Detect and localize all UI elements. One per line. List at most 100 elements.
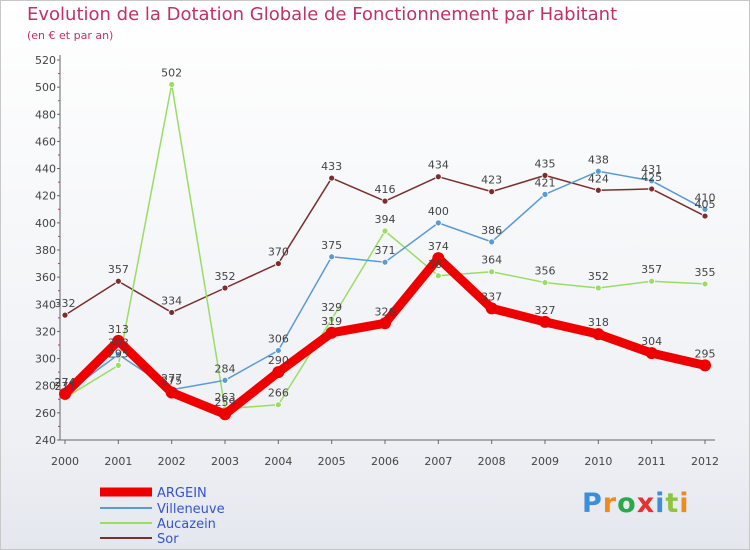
data-point [701,212,709,220]
data-label: 400 [428,205,449,218]
data-label: 334 [161,294,182,307]
data-label: 375 [321,239,342,252]
data-point [325,326,338,339]
data-label: 274 [55,376,76,389]
data-label: 318 [588,316,609,329]
data-point [541,171,549,179]
data-label: 275 [161,375,182,388]
data-labels: 332 357 334 352 370 433 416 434 423 435 424 425 405 2… [55,66,716,409]
data-label: 266 [268,387,289,400]
x-tick-label: 2001 [104,455,132,468]
data-point [59,387,71,400]
data-label: 421 [535,176,556,189]
data-point [381,258,389,266]
data-point [434,219,442,227]
data-point [645,347,658,360]
data-point [61,311,69,319]
data-point [701,280,709,288]
data-label: 327 [535,304,556,317]
data-point [114,361,122,369]
y-tick-label: 360 [35,271,56,284]
data-label: 356 [535,265,556,278]
x-tick-label: 2007 [424,455,452,468]
data-label: 502 [161,66,182,79]
data-label: 424 [588,172,609,185]
data-label: 355 [695,266,716,279]
data-label: 274 [55,376,76,389]
data-point [592,328,605,341]
data-label: 434 [428,159,449,172]
data-label: 405 [695,198,716,211]
data-point [648,185,656,193]
data-point [221,376,229,384]
data-point [114,351,122,358]
data-label: 357 [108,263,129,276]
x-tick-label: 2008 [478,455,506,468]
series-group [59,81,711,421]
data-point [594,186,602,194]
data-point [381,227,389,235]
data-point [379,317,391,330]
data-point [328,315,336,323]
data-label: 394 [375,213,396,226]
data-point [648,177,656,185]
y-tick-label: 520 [35,54,56,67]
y-tick-label: 300 [35,353,56,366]
data-label: 361 [428,258,449,271]
data-label: 357 [641,263,662,276]
data-point [328,253,336,261]
data-label: 423 [481,174,502,187]
data-label: 364 [481,254,502,267]
x-tick-label: 2004 [264,455,292,468]
data-label: 326 [375,305,396,318]
y-tick-label: 460 [35,135,56,148]
data-point [648,277,656,285]
data-label: 263 [215,391,236,404]
data-point [485,302,498,315]
data-point [432,252,445,265]
proxiti-logo: Proxiti [582,488,690,519]
axes: 240 260 280 300 320 340 360 380 400 420 440 460 480 5… [35,54,719,468]
data-label: 295 [108,347,129,360]
data-point [488,238,496,246]
logo-letter: t [665,488,680,519]
y-tick-label: 500 [35,81,56,94]
series-line-villeneuve [64,170,706,395]
data-label: 337 [481,290,502,303]
data-label: 370 [268,246,289,259]
data-point [274,260,282,267]
chart-subtitle: (en € et par an) [27,29,114,42]
data-label: 277 [161,372,182,385]
legend-label-villeneuve: Villeneuve [157,502,225,517]
y-tick-label: 380 [35,244,56,257]
data-point [488,188,496,196]
data-label: 352 [588,270,609,283]
data-label: 284 [215,362,236,375]
y-tick-label: 240 [35,434,56,447]
data-point [168,81,176,88]
logo-letter: r [602,488,618,519]
data-point [539,315,551,328]
data-label: 386 [481,224,502,237]
data-point [594,167,602,175]
data-point [381,197,389,205]
chart-title: Evolution de la Dotation Globale de Fonc… [27,4,618,25]
logo-letter: i [655,488,666,519]
data-point [488,268,496,276]
y-tick-label: 400 [35,217,56,230]
logo-letter: x [636,488,656,519]
data-label: 433 [321,160,342,173]
legend-label-argein: ARGEIN [157,486,207,501]
y-tick-label: 340 [35,298,56,311]
x-tick-label: 2000 [51,455,79,468]
x-tick-label: 2003 [211,455,239,468]
data-point [701,205,709,213]
data-label: 319 [321,315,342,328]
legend-label-sor: Sor [157,532,179,547]
data-point [594,284,602,292]
data-label: 332 [55,297,76,310]
data-label: 329 [321,301,342,314]
y-tick-label: 320 [35,325,56,338]
